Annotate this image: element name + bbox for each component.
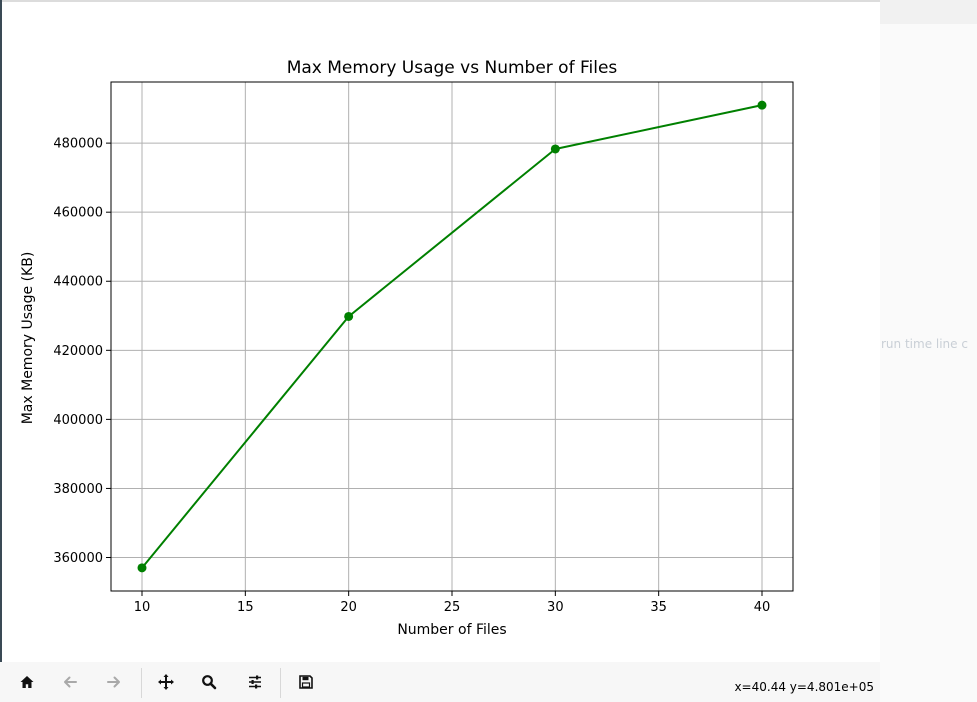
sliders-icon [249, 675, 261, 689]
background-window-text: run time line c [881, 337, 968, 351]
background-window: run time line c [880, 0, 977, 702]
y-axis-label: Max Memory Usage (KB) [20, 252, 36, 425]
zoom-button[interactable] [196, 670, 222, 694]
data-point [137, 563, 147, 573]
navigation-toolbar: x=40.44 y=4.801e+05 [0, 662, 880, 702]
x-tick-label: 40 [754, 600, 771, 615]
y-tick-label: 380000 [53, 482, 103, 497]
y-tick-label: 440000 [53, 275, 103, 290]
plot-window: 10 15 20 25 30 35 40 360000 380000 400000 420000 4… [0, 0, 880, 702]
y-ticks: 360000 380000 400000 420000 440000 460000 4800… [53, 137, 111, 566]
x-tick-label: 25 [444, 600, 461, 615]
forward-button[interactable] [101, 670, 127, 694]
y-tick-label: 400000 [53, 413, 103, 428]
configure-subplots-button[interactable] [242, 670, 268, 694]
floppy-disk-icon [299, 675, 313, 689]
back-button[interactable] [57, 670, 83, 694]
window-top-border [0, 0, 880, 2]
x-tick-label: 15 [237, 600, 254, 615]
y-tick-label: 360000 [53, 551, 103, 566]
save-button[interactable] [293, 670, 319, 694]
home-button[interactable] [14, 670, 40, 694]
home-icon [20, 676, 34, 688]
data-point [550, 144, 560, 154]
x-tick-label: 10 [134, 600, 151, 615]
cursor-coordinates: x=40.44 y=4.801e+05 [734, 680, 874, 694]
series-line-path [141, 104, 763, 569]
x-ticks: 10 15 20 25 30 35 40 [134, 591, 771, 615]
data-point [757, 100, 767, 110]
window-left-border [0, 0, 2, 702]
x-axis-label: Number of Files [397, 622, 506, 638]
data-points [137, 100, 767, 573]
y-tick-label: 420000 [53, 344, 103, 359]
move-icon [158, 674, 174, 690]
figure-canvas[interactable]: 10 15 20 25 30 35 40 360000 380000 400000 420000 4… [0, 0, 880, 662]
y-tick-label: 480000 [53, 137, 103, 152]
x-tick-label: 35 [650, 600, 667, 615]
grid-lines [111, 82, 793, 591]
pan-button[interactable] [153, 670, 179, 694]
x-tick-label: 30 [547, 600, 564, 615]
series-line [141, 104, 763, 569]
chart-title: Max Memory Usage vs Number of Files [287, 58, 618, 78]
toolbar-separator [141, 668, 142, 698]
arrow-right-icon [107, 676, 120, 688]
y-tick-label: 460000 [53, 206, 103, 221]
magnifier-icon [202, 675, 217, 690]
arrow-left-icon [64, 676, 77, 688]
background-window-header [880, 0, 977, 24]
data-point [344, 311, 354, 321]
x-tick-label: 20 [340, 600, 357, 615]
toolbar-separator [280, 668, 281, 698]
